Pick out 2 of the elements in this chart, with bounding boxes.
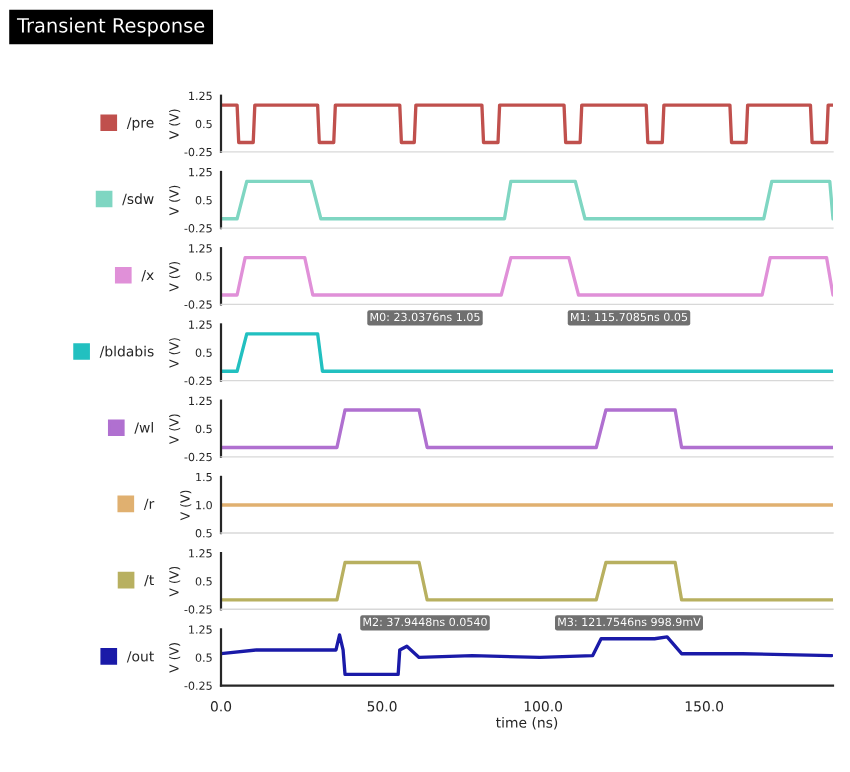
- chart-title: Transient Response: [16, 17, 205, 37]
- line-series: [221, 633, 833, 676]
